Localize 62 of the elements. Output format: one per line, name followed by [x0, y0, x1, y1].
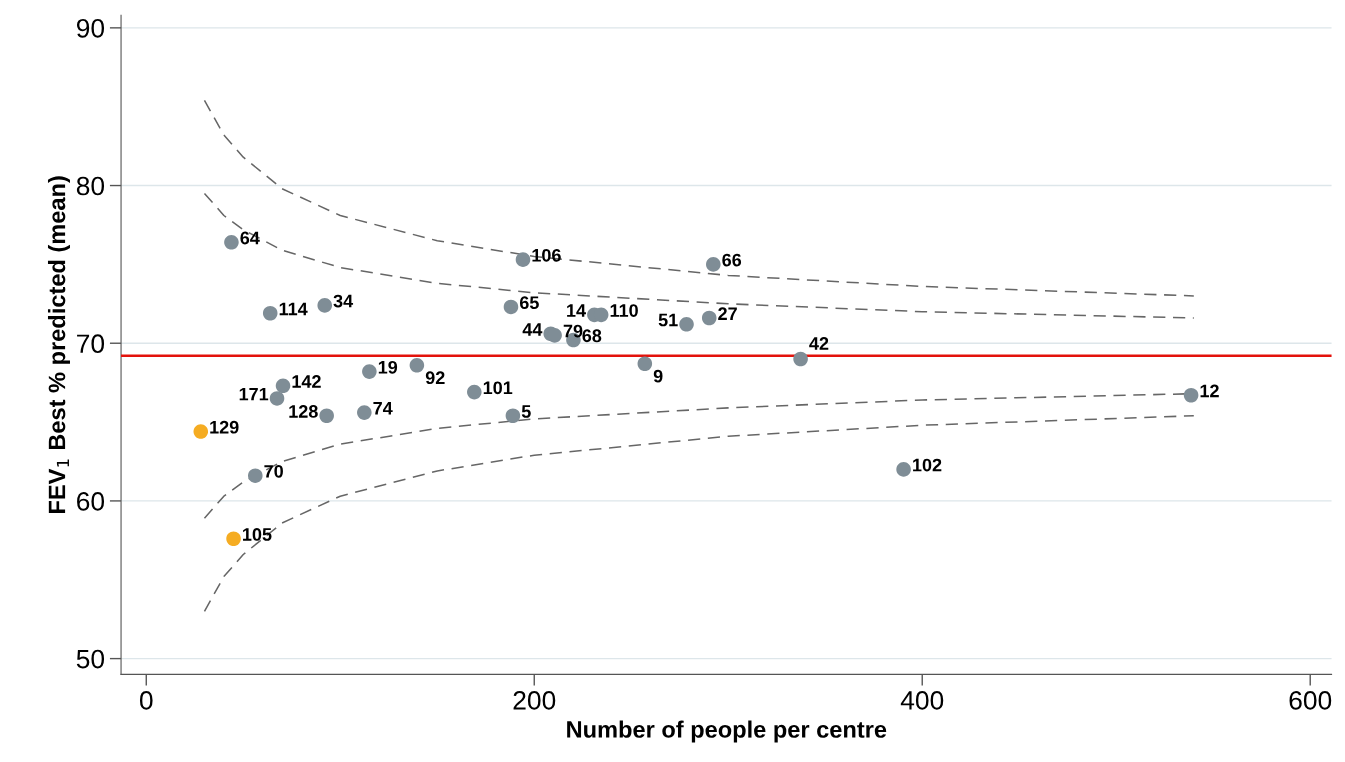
annotation: 114 — [279, 302, 308, 316]
annotation: 51 — [658, 313, 678, 327]
annotation: 68 — [582, 329, 602, 343]
point — [467, 384, 482, 400]
y-tick-label: 70 — [77, 334, 105, 354]
point — [226, 531, 241, 547]
annotation: 14 — [567, 304, 586, 317]
annotation: 42 — [809, 337, 829, 350]
point — [275, 378, 291, 394]
point — [896, 462, 911, 477]
x-tick-label: 400 — [900, 691, 944, 710]
point — [1183, 387, 1199, 403]
point — [357, 405, 372, 420]
annotation: 64 — [240, 231, 260, 245]
point — [679, 317, 694, 332]
annotation: 102 — [913, 458, 942, 472]
point — [706, 257, 721, 272]
annotation: 12 — [1200, 384, 1219, 398]
y-tick-label: 50 — [76, 649, 105, 669]
annotation: 5 — [521, 405, 531, 418]
point — [515, 252, 531, 267]
point — [505, 408, 521, 424]
annotation: 101 — [483, 381, 513, 395]
point — [319, 408, 334, 424]
point — [409, 358, 425, 373]
annotation: 44 — [522, 323, 543, 336]
annotation: 9 — [653, 369, 663, 383]
annotation: 79 — [563, 324, 583, 338]
y-tick-label: 90 — [76, 18, 105, 38]
point — [503, 299, 519, 315]
point — [193, 424, 209, 439]
x-tick-label: 0 — [139, 691, 153, 710]
point — [262, 305, 278, 321]
annotation: 70 — [264, 464, 283, 478]
point — [248, 468, 263, 483]
annotation: 142 — [292, 375, 321, 388]
point — [317, 298, 333, 313]
point — [362, 364, 377, 379]
x-tick-label: 200 — [513, 691, 556, 710]
annotation: 171 — [239, 387, 269, 401]
point — [269, 391, 285, 406]
annotation: 65 — [519, 296, 539, 310]
point — [701, 310, 717, 326]
y-tick-label: 80 — [76, 176, 105, 196]
x-tick-label: 600 — [1289, 691, 1332, 710]
point — [224, 235, 239, 250]
annotation: 129 — [210, 420, 239, 434]
annotation: 27 — [718, 307, 737, 320]
y-tick-label: 60 — [77, 492, 105, 511]
x-axis-title: Number of people per centre — [567, 720, 887, 743]
annotation: 128 — [289, 405, 318, 418]
annotation: 105 — [243, 528, 272, 541]
point — [637, 356, 653, 372]
y-axis-title: FEV$_{1}$ Best % predicted (mean) — [47, 176, 70, 513]
point — [793, 351, 808, 367]
annotation: 92 — [425, 371, 445, 385]
annotation: 34 — [333, 294, 354, 308]
annotation: 106 — [532, 248, 561, 262]
annotation: 110 — [610, 304, 638, 317]
annotation: 74 — [373, 402, 393, 415]
annotation: 66 — [722, 253, 742, 267]
annotation: 19 — [378, 360, 398, 374]
